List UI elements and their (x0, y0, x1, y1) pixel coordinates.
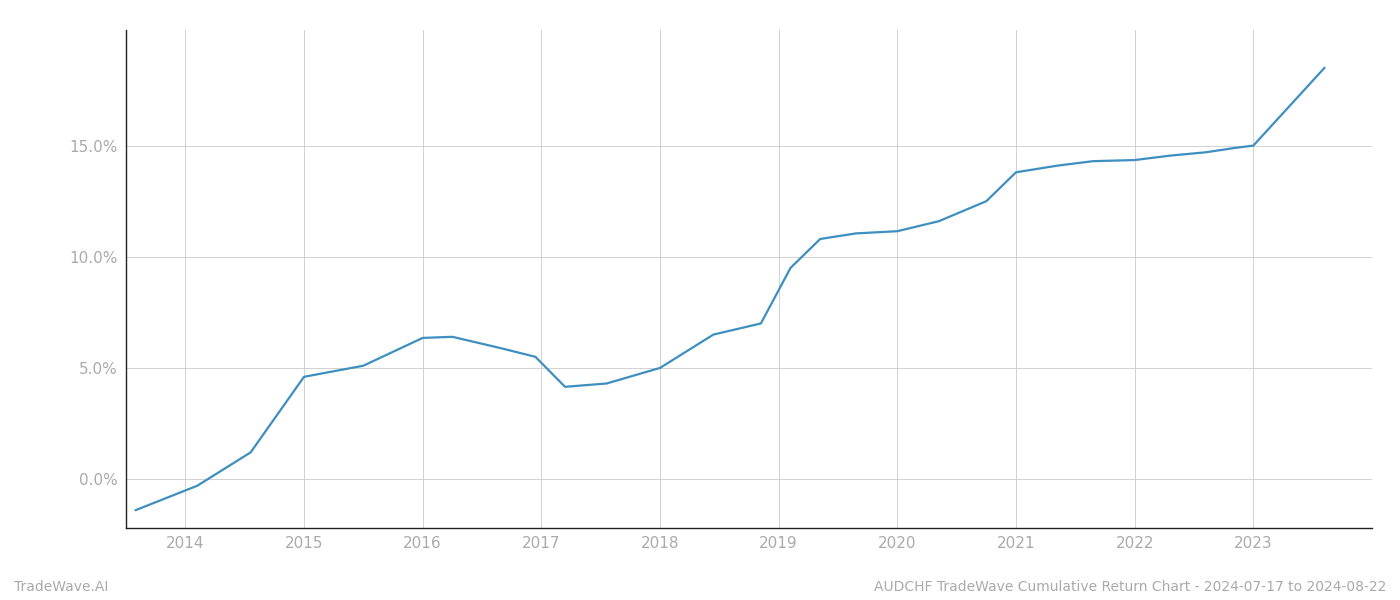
Text: AUDCHF TradeWave Cumulative Return Chart - 2024-07-17 to 2024-08-22: AUDCHF TradeWave Cumulative Return Chart… (874, 580, 1386, 594)
Text: TradeWave.AI: TradeWave.AI (14, 580, 108, 594)
